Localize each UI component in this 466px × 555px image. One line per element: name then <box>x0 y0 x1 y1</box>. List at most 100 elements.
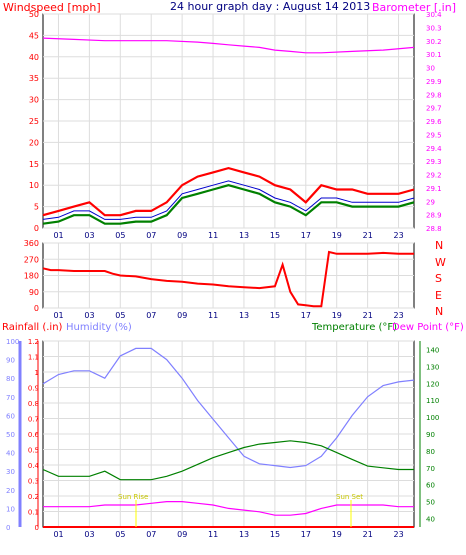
humidity-y-tick-label: 60 <box>6 412 15 420</box>
barometer-y-tick-label: 30.4 <box>426 11 442 19</box>
bot-x-tick-label: 01 <box>53 530 63 539</box>
rain-y-tick-label: 1.1 <box>28 354 39 362</box>
rain-y-tick-label: 0.3 <box>28 478 39 486</box>
sunrise-label: Sun Rise <box>118 493 148 501</box>
barometer-y-tick-label: 28.8 <box>426 225 442 233</box>
wind-x-tick-label: 15 <box>270 231 280 240</box>
humidity-y-tick-label: 100 <box>6 338 19 346</box>
wind-y-tick-label: 0 <box>34 224 39 233</box>
wind-y-tick-label: 30 <box>29 96 39 105</box>
humidity-y-tick-label: 50 <box>6 431 15 439</box>
dir-x-tick-label: 09 <box>177 311 187 320</box>
rain-y-tick-label: 0.6 <box>28 431 40 439</box>
series-layer <box>42 37 415 528</box>
temperature-y-tick-label: 70 <box>426 465 435 473</box>
wind-x-tick-label: 07 <box>146 231 156 240</box>
bot-x-tick-label: 19 <box>332 530 342 539</box>
bot-x-tick-label: 13 <box>239 530 249 539</box>
rain-y-tick-label: 0 <box>35 524 39 532</box>
wind-x-tick-label: 11 <box>208 231 218 240</box>
barometer-y-tick-label: 29.3 <box>426 158 442 166</box>
rain-y-tick-label: 0.4 <box>28 462 40 470</box>
dir-x-tick-label: 15 <box>270 311 280 320</box>
rain-y-tick-label: 0.9 <box>28 385 39 393</box>
wind-y-tick-label: 10 <box>29 181 39 190</box>
direction-y-tick-label: 90 <box>29 288 39 297</box>
wind-average-series <box>42 184 415 225</box>
bot-x-tick-label: 09 <box>177 530 187 539</box>
wind-x-tick-label: 03 <box>84 231 94 240</box>
compass-label-north: N <box>435 239 443 252</box>
bot-x-tick-label: 05 <box>115 530 125 539</box>
wind-x-tick-label: 01 <box>53 231 63 240</box>
wind-direction-series <box>42 250 414 308</box>
wind-x-tick-label: 19 <box>332 231 342 240</box>
wind-y-tick-label: 25 <box>29 117 39 126</box>
wind-y-tick-label: 5 <box>34 203 39 212</box>
bot-x-tick-label: 21 <box>363 530 373 539</box>
wind-y-tick-label: 45 <box>29 31 39 40</box>
sunset-label: Sun Set <box>336 493 363 501</box>
compass-label-south: S <box>435 272 442 285</box>
wind-x-tick-label: 21 <box>363 231 373 240</box>
humidity-y-tick-label: 80 <box>6 375 15 383</box>
bot-x-tick-label: 11 <box>208 530 218 539</box>
temperature-axis-title: Temperature (°F) <box>311 322 397 333</box>
dir-x-tick-label: 23 <box>394 311 404 320</box>
barometer-y-tick-label: 29.4 <box>426 145 442 153</box>
humidity-y-tick-label: 30 <box>6 468 15 476</box>
barometer-series <box>42 37 415 54</box>
bot-x-tick-label: 17 <box>301 530 311 539</box>
wind-y-tick-label: 35 <box>29 74 39 83</box>
dir-x-tick-label: 21 <box>363 311 373 320</box>
wind-x-tick-label: 13 <box>239 231 249 240</box>
temperature-y-tick-label: 40 <box>426 516 435 524</box>
humidity-y-tick-label: 20 <box>6 487 15 495</box>
barometer-y-tick-label: 30 <box>426 65 435 73</box>
bot-x-tick-label: 23 <box>394 530 404 539</box>
wind-x-tick-label: 05 <box>115 231 125 240</box>
barometer-y-tick-label: 29.7 <box>426 105 442 113</box>
direction-y-tick-label: 0 <box>34 304 39 313</box>
bot-x-tick-label: 03 <box>84 530 94 539</box>
dewpoint-axis-title: Dew Point (°F) <box>392 322 464 333</box>
humidity-series <box>42 347 415 469</box>
temperature-series <box>42 440 414 481</box>
rainfall-axis-title: Rainfall (.in) <box>2 322 63 333</box>
humidity-y-tick-label: 70 <box>6 394 15 402</box>
temperature-y-tick-label: 140 <box>426 346 439 354</box>
humidity-axis-title: Humidity (%) <box>66 322 132 333</box>
rain-y-tick-label: 0.2 <box>28 493 39 501</box>
barometer-y-tick-label: 29.1 <box>426 185 442 193</box>
wind-x-tick-label: 17 <box>301 231 311 240</box>
wind-y-tick-label: 20 <box>29 138 39 147</box>
compass-label-west: W <box>435 256 446 269</box>
dir-x-tick-label: 03 <box>84 311 94 320</box>
barometer-y-tick-label: 30.1 <box>426 51 442 59</box>
wind-gust-series <box>42 166 415 217</box>
temperature-y-tick-label: 110 <box>426 397 439 405</box>
direction-y-tick-label: 360 <box>24 239 39 248</box>
barometer-axis-title: Barometer [.in] <box>372 1 456 14</box>
bot-x-tick-label: 07 <box>146 530 156 539</box>
windspeed-axis-title: Windspeed [mph] <box>3 1 101 14</box>
wind-y-tick-label: 40 <box>29 53 39 62</box>
humidity-y-tick-label: 0 <box>6 524 10 532</box>
dir-x-tick-label: 19 <box>332 311 342 320</box>
wind-x-tick-label: 23 <box>394 231 404 240</box>
rain-y-tick-label: 0.7 <box>28 416 39 424</box>
bot-x-tick-label: 15 <box>270 530 280 539</box>
humidity-y-tick-label: 10 <box>6 505 15 513</box>
wind-x-tick-label: 09 <box>177 231 187 240</box>
humidity-y-tick-label: 40 <box>6 450 15 458</box>
compass-label-north-bottom: N <box>435 305 443 318</box>
dir-x-tick-label: 11 <box>208 311 218 320</box>
barometer-y-tick-label: 28.9 <box>426 212 442 220</box>
direction-y-tick-label: 180 <box>24 272 39 281</box>
dir-x-tick-label: 05 <box>115 311 125 320</box>
barometer-y-tick-label: 29.2 <box>426 172 442 180</box>
temperature-y-tick-label: 90 <box>426 431 435 439</box>
rain-y-tick-label: 1.2 <box>28 338 39 346</box>
humidity-y-tick-label: 90 <box>6 357 15 365</box>
